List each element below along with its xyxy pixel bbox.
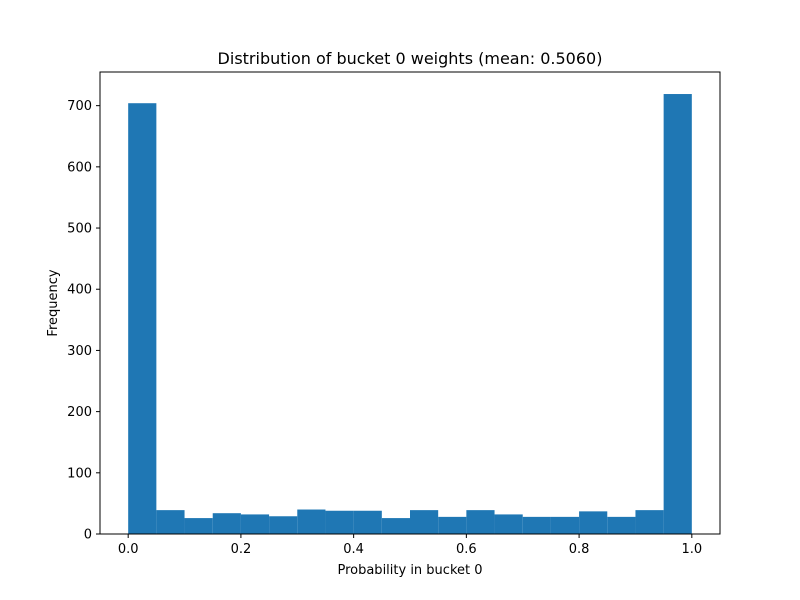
y-tick-label: 600 — [67, 160, 92, 175]
y-tick-label: 300 — [67, 344, 92, 359]
x-tick-label: 0.6 — [456, 542, 477, 557]
x-axis-label: Probability in bucket 0 — [337, 563, 482, 578]
histogram-bar — [550, 516, 580, 534]
histogram-bars — [128, 94, 692, 534]
histogram-bar — [325, 510, 354, 534]
histogram-bar — [381, 518, 410, 534]
histogram-bar — [466, 510, 495, 534]
y-tick-label: 400 — [67, 283, 92, 298]
x-axis-ticks: 0.0 0.2 0.4 0.6 0.8 1.0 — [118, 534, 702, 557]
y-tick-label: 500 — [67, 222, 92, 237]
histogram-bar — [522, 516, 551, 534]
y-tick-label: 0 — [84, 528, 92, 543]
histogram-bar — [410, 510, 439, 534]
x-tick-label: 0.8 — [569, 542, 590, 557]
plot-area-background — [100, 72, 720, 534]
histogram-bar — [635, 510, 664, 534]
y-tick-label: 100 — [67, 466, 92, 481]
histogram-bar — [494, 514, 523, 534]
histogram-bar — [184, 518, 213, 534]
x-tick-label: 0.2 — [231, 542, 252, 557]
x-tick-label: 0.0 — [118, 542, 139, 557]
histogram-bar — [212, 513, 241, 534]
histogram-bar — [353, 510, 382, 534]
x-tick-label: 1.0 — [681, 542, 702, 557]
histogram-bar — [240, 514, 270, 534]
y-tick-label: 700 — [67, 99, 92, 114]
histogram-bar — [297, 509, 326, 534]
histogram-bar — [579, 511, 608, 534]
histogram-bar — [438, 516, 467, 534]
histogram-bar — [663, 94, 692, 534]
plot-frame — [99, 71, 721, 535]
histogram-bar — [269, 516, 298, 534]
histogram-bar — [607, 516, 636, 534]
histogram-bar — [128, 103, 157, 534]
x-tick-label: 0.4 — [343, 542, 364, 557]
chart-title: Distribution of bucket 0 weights (mean: … — [218, 49, 603, 68]
y-tick-label: 200 — [67, 405, 92, 420]
y-axis-label: Frequency — [46, 269, 61, 336]
y-axis-ticks: 0 100 200 300 400 500 600 700 — [67, 99, 100, 543]
histogram-bar — [156, 510, 185, 534]
